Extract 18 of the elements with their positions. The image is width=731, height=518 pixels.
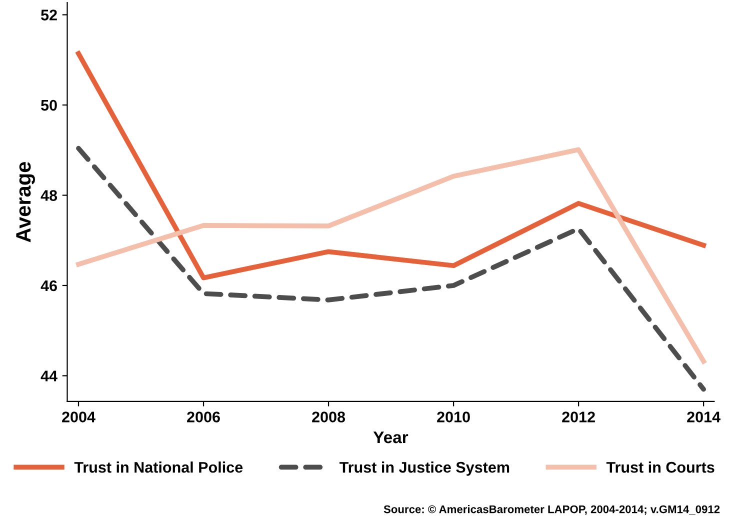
legend-label: Trust in Justice System bbox=[340, 462, 510, 476]
line-series bbox=[76, 51, 706, 280]
x-tick-label: 2006 bbox=[187, 412, 220, 422]
legend-label: Trust in National Police bbox=[74, 462, 243, 473]
x-tick-label: 2008 bbox=[312, 412, 346, 422]
source-note: Source: © AmericasBarometer LAPOP, 2004-2014; v.GM14_0912 bbox=[384, 505, 720, 515]
y-tick-label: 48 bbox=[40, 190, 58, 201]
legend-label: Trust in Courts bbox=[606, 462, 714, 473]
y-tick-label: 50 bbox=[41, 100, 57, 111]
x-tick-label: 2014 bbox=[687, 412, 720, 422]
x-tick-label: 2012 bbox=[562, 412, 595, 422]
x-axis-title: Year bbox=[373, 432, 408, 444]
x-tick-label: 2010 bbox=[437, 412, 470, 422]
y-tick-label: 46 bbox=[40, 280, 57, 292]
y-axis-title: Average bbox=[16, 162, 35, 242]
y-tick-label: 44 bbox=[40, 370, 58, 382]
x-tick-label: 2004 bbox=[62, 412, 96, 422]
y-tick-label: 52 bbox=[41, 10, 57, 20]
